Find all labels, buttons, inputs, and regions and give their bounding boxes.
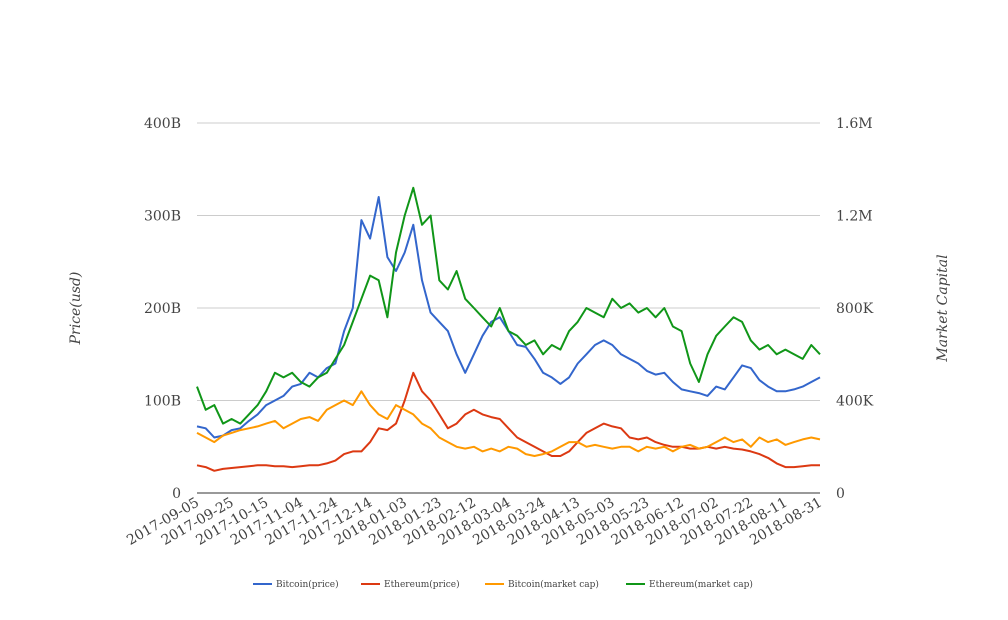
left-tick-label: 300B — [144, 209, 181, 225]
right-tick-label: 1.2M — [836, 209, 873, 225]
legend-label: Ethereum(market cap) — [649, 579, 753, 590]
right-axis-ticks: 0 400K 800K 1.2M 1.6M — [836, 116, 874, 502]
legend-label: Bitcoin(market cap) — [508, 579, 599, 590]
legend-label: Ethereum(price) — [384, 579, 460, 590]
legend-item[interactable]: Bitcoin(market cap) — [485, 579, 599, 590]
legend-label: Bitcoin(price) — [276, 579, 339, 590]
x-axis-ticks: 2017-09-052017-09-252017-10-152017-11-04… — [124, 495, 825, 549]
series-lines — [196, 186, 821, 472]
right-tick-label: 800K — [836, 301, 874, 317]
series-line-bitcoin-price — [196, 196, 821, 439]
left-axis-title: Price(usd) — [68, 272, 84, 346]
legend-item[interactable]: Bitcoin(price) — [253, 579, 339, 590]
left-tick-label: 400B — [144, 116, 181, 132]
right-tick-label: 0 — [836, 486, 845, 502]
series-line-ethereum-price — [196, 371, 820, 472]
gridlines — [197, 122, 820, 494]
right-tick-label: 1.6M — [836, 116, 873, 132]
series-line-bitcoin-market-cap — [196, 390, 821, 457]
legend-item[interactable]: Ethereum(price) — [361, 579, 460, 590]
left-tick-label: 200B — [144, 301, 181, 317]
left-tick-label: 100B — [144, 394, 181, 410]
right-tick-label: 400K — [836, 394, 874, 410]
left-axis-ticks: 0 100B 200B 300B 400B — [144, 116, 181, 502]
legend: Bitcoin(price) Ethereum(price) Bitcoin(mar… — [253, 579, 753, 590]
series-line-ethereum-market-cap — [196, 186, 821, 425]
legend-item[interactable]: Ethereum(market cap) — [626, 579, 753, 590]
left-tick-label: 0 — [172, 486, 181, 502]
right-axis-title: Market Capital — [935, 254, 951, 362]
